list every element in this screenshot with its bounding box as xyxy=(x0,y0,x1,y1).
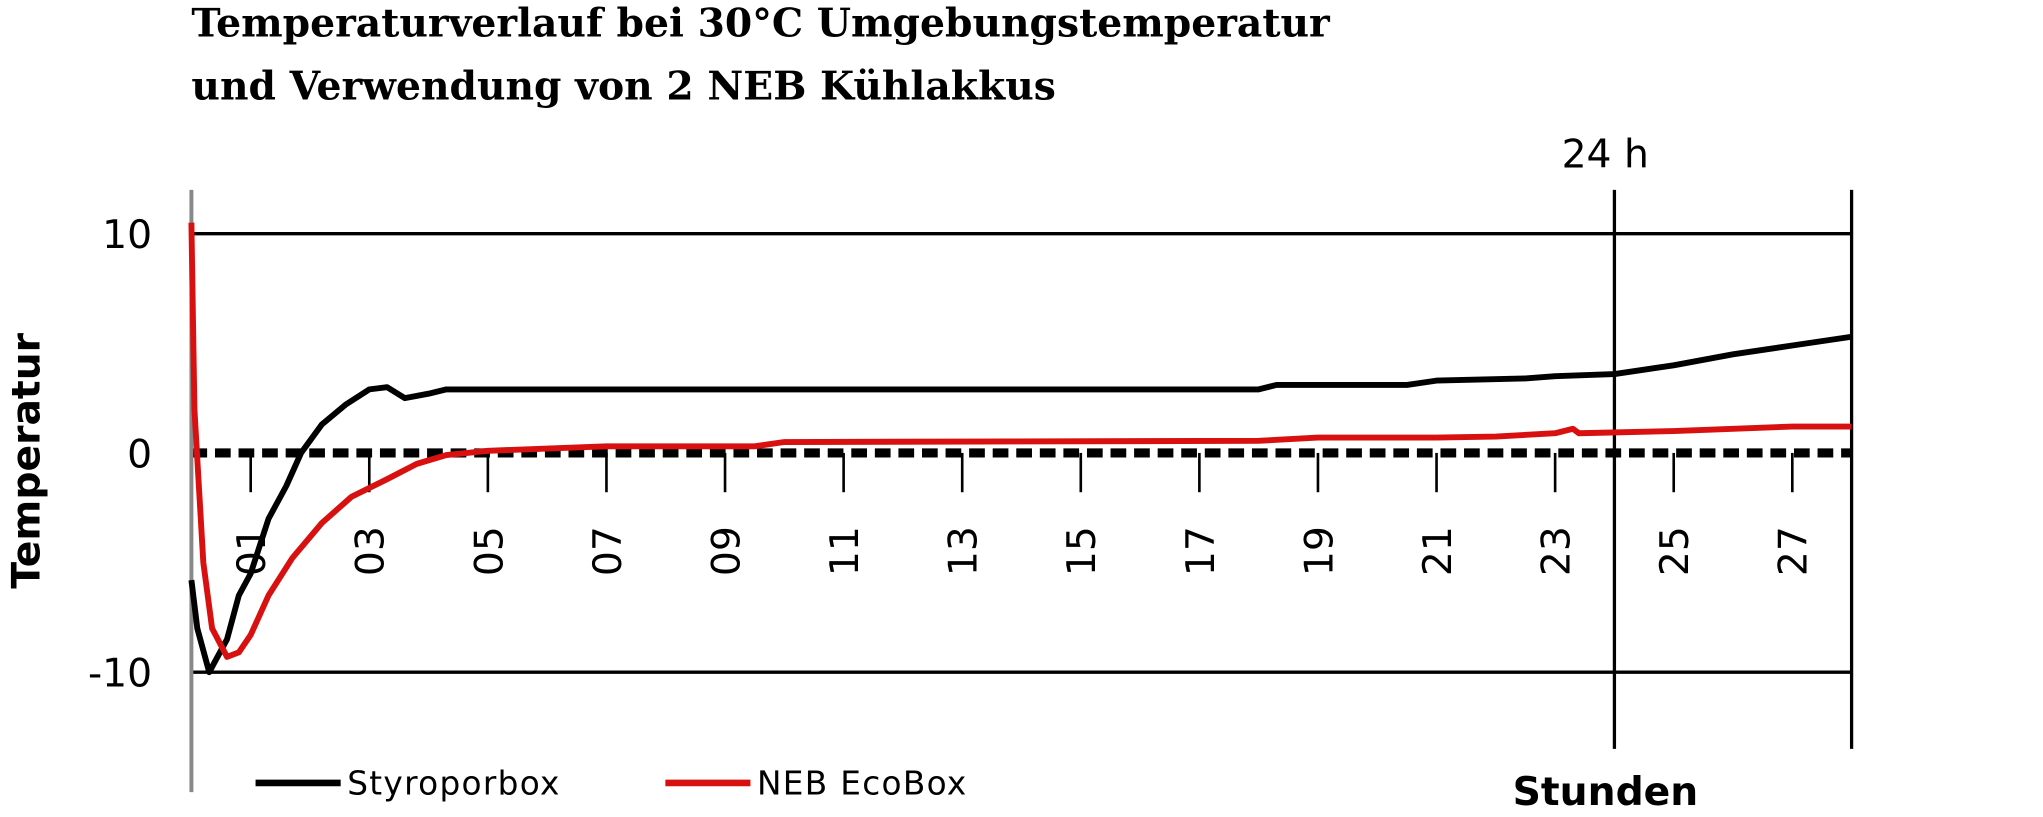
x-tick-label: 07 xyxy=(586,526,631,576)
x-tick-label: 15 xyxy=(1060,526,1105,576)
x-tick-label: 11 xyxy=(823,526,868,576)
x-tick-label: 13 xyxy=(942,526,987,576)
y-tick-label: 0 xyxy=(127,432,152,477)
x-tick-label: 17 xyxy=(1179,526,1224,576)
x-tick-label: 21 xyxy=(1416,526,1461,576)
x-tick-label: 05 xyxy=(467,526,512,576)
y-axis-label: Temperatur xyxy=(5,332,50,588)
legend-label: Styroporbox xyxy=(347,765,561,803)
x-axis-label: Stunden xyxy=(1513,770,1699,815)
x-tick-label: 03 xyxy=(349,526,394,576)
x-tick-label: 27 xyxy=(1772,526,1817,576)
annotation: 24 h xyxy=(1562,133,1649,178)
x-tick-label: 25 xyxy=(1653,526,1698,576)
chart-title: Temperaturverlauf bei 30°C Umgebungstemp… xyxy=(191,1,1331,47)
x-tick-label: 23 xyxy=(1535,526,1580,576)
y-tick-label: 10 xyxy=(102,213,152,258)
series-line xyxy=(188,333,1853,676)
chart-title: und Verwendung von 2 NEB Kühlakkus xyxy=(191,64,1055,110)
series-line xyxy=(188,222,1852,660)
x-tick-label: 09 xyxy=(704,526,749,576)
x-tick-label: 19 xyxy=(1297,526,1342,576)
y-tick-label: -10 xyxy=(88,652,152,697)
legend-label: NEB EcoBox xyxy=(757,765,968,803)
